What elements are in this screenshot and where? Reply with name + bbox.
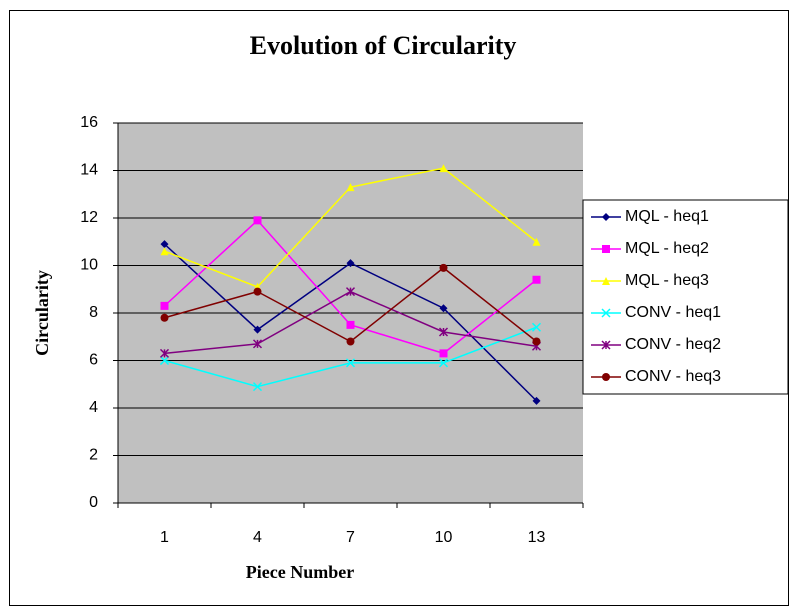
y-tick-label: 0 (89, 494, 98, 511)
marker (532, 396, 541, 405)
legend-label: MQL - heq2 (625, 240, 709, 257)
marker (532, 337, 541, 346)
y-tick-label: 10 (80, 257, 98, 274)
marker (252, 382, 263, 392)
marker (602, 277, 610, 285)
y-axis-label: Circularity (32, 270, 52, 356)
marker (159, 348, 170, 358)
y-tick-label: 6 (89, 352, 98, 369)
x-tick-label: 1 (160, 529, 169, 546)
marker (346, 320, 355, 329)
y-tick-label: 4 (89, 399, 98, 416)
marker (253, 287, 262, 296)
x-axis-label: Piece Number (246, 562, 354, 582)
marker (532, 275, 541, 284)
marker (160, 240, 169, 249)
legend-label: MQL - heq1 (625, 208, 709, 225)
marker (601, 308, 611, 318)
y-tick-label: 8 (89, 304, 98, 321)
marker (531, 322, 542, 332)
marker (160, 301, 169, 310)
legend-label: CONV - heq1 (625, 304, 721, 321)
marker (252, 339, 263, 349)
legend-box (582, 199, 789, 395)
marker (160, 247, 169, 256)
marker (345, 358, 356, 368)
marker (346, 337, 355, 346)
x-tick-label: 13 (528, 529, 546, 546)
legend-label: CONV - heq3 (625, 368, 721, 385)
legend-label: CONV - heq2 (625, 336, 721, 353)
x-tick-label: 4 (253, 529, 262, 546)
marker (602, 245, 610, 253)
y-tick-label: 2 (89, 447, 98, 464)
legend-label: MQL - heq3 (625, 272, 709, 289)
marker (346, 183, 355, 192)
marker (439, 164, 448, 173)
marker (159, 355, 170, 366)
marker (439, 263, 448, 272)
marker (438, 358, 449, 368)
y-tick-label: 16 (80, 114, 98, 131)
marker (532, 237, 541, 246)
marker (253, 216, 262, 225)
y-tick-label: 12 (80, 209, 98, 226)
chart-title: Evolution of Circularity (250, 31, 517, 60)
marker (602, 373, 610, 381)
y-tick-label: 14 (80, 162, 98, 179)
marker (253, 325, 262, 334)
x-tick-label: 7 (346, 529, 355, 546)
marker (438, 327, 449, 337)
x-tick-label: 10 (435, 529, 453, 546)
marker (346, 259, 355, 268)
marker (602, 213, 610, 221)
marker (160, 313, 169, 322)
marker (601, 340, 611, 350)
marker (439, 304, 448, 313)
marker (439, 349, 448, 358)
marker (345, 287, 356, 297)
